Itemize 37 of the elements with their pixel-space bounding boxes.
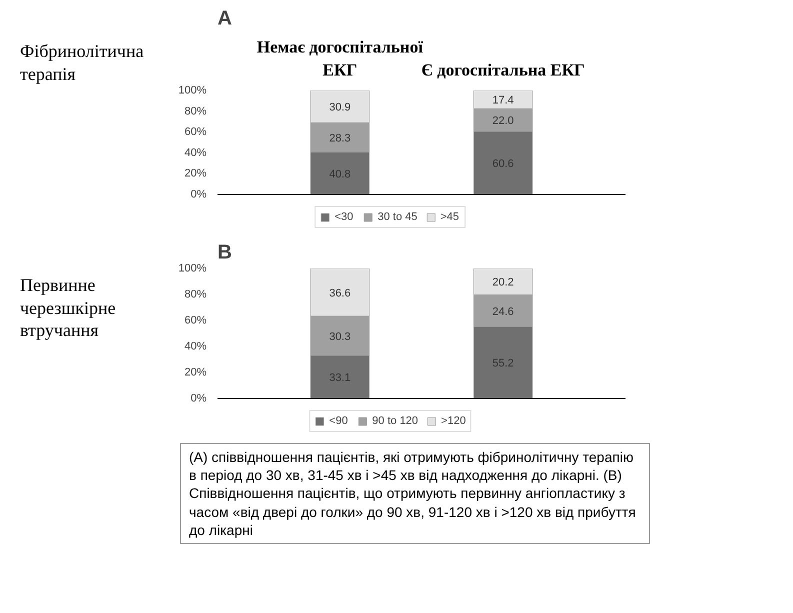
y-tick-label: 40% (184, 340, 207, 352)
x-tick-label: Є догоспітальна ЕКГ (421, 60, 585, 80)
y-tick-label: 0% (190, 392, 207, 404)
chart-title: B (218, 242, 232, 264)
y-tick-label: 20% (184, 168, 207, 180)
legend-label: 30 to 45 (378, 211, 418, 223)
chart-title: A (218, 8, 232, 30)
legend-label: >120 (441, 415, 466, 427)
y-tick-label: 40% (184, 146, 207, 159)
y-tick-label: 100% (178, 262, 207, 274)
data-label: 20.2 (492, 276, 514, 289)
data-label: 28.3 (329, 132, 351, 144)
legend-label: <90 (329, 415, 349, 427)
data-label: 24.6 (492, 306, 514, 318)
text: (A) співвідношення пацієнтів, які отримують фібринолітичну терапію в період до 30 хв, 31-45 хв і >45 хв від надходження до лікарні. (B) Співвідношення пацієнтів, що отримують первинну ангіопластику з часом «від двері до голки» до 90 хв, 91-120 хв і >120 хв від прибуття до лікарні (189, 448, 637, 539)
y-tick-label: 60% (184, 314, 207, 326)
legend-label: <30 (334, 211, 354, 223)
y-tick-label: 80% (184, 288, 207, 300)
data-label: 40.8 (329, 168, 351, 180)
data-label: 17.4 (492, 94, 514, 107)
data-label: 30.9 (329, 102, 351, 114)
y-tick-label: 60% (184, 126, 207, 138)
y-tick-label: 0% (190, 188, 207, 200)
legend-label: >45 (440, 211, 460, 223)
y-axis-title: Первинне черезшкірне втручання (20, 274, 117, 342)
data-label: 55.2 (492, 358, 514, 370)
data-label: 36.6 (329, 287, 351, 300)
data-label: 33.1 (329, 372, 351, 384)
y-tick-label: 100% (178, 84, 207, 96)
y-tick-label: 20% (184, 366, 207, 378)
y-axis-title: Фібринолітична терапія (20, 40, 145, 85)
legend-label: 90 to 120 (372, 415, 418, 427)
data-label: 60.6 (492, 158, 514, 170)
data-label: 30.3 (329, 330, 351, 343)
data-label: 22.0 (492, 115, 514, 128)
y-tick-label: 80% (184, 105, 207, 118)
x-tick-label: Немає догоспітальної ЕКГ (256, 38, 424, 80)
